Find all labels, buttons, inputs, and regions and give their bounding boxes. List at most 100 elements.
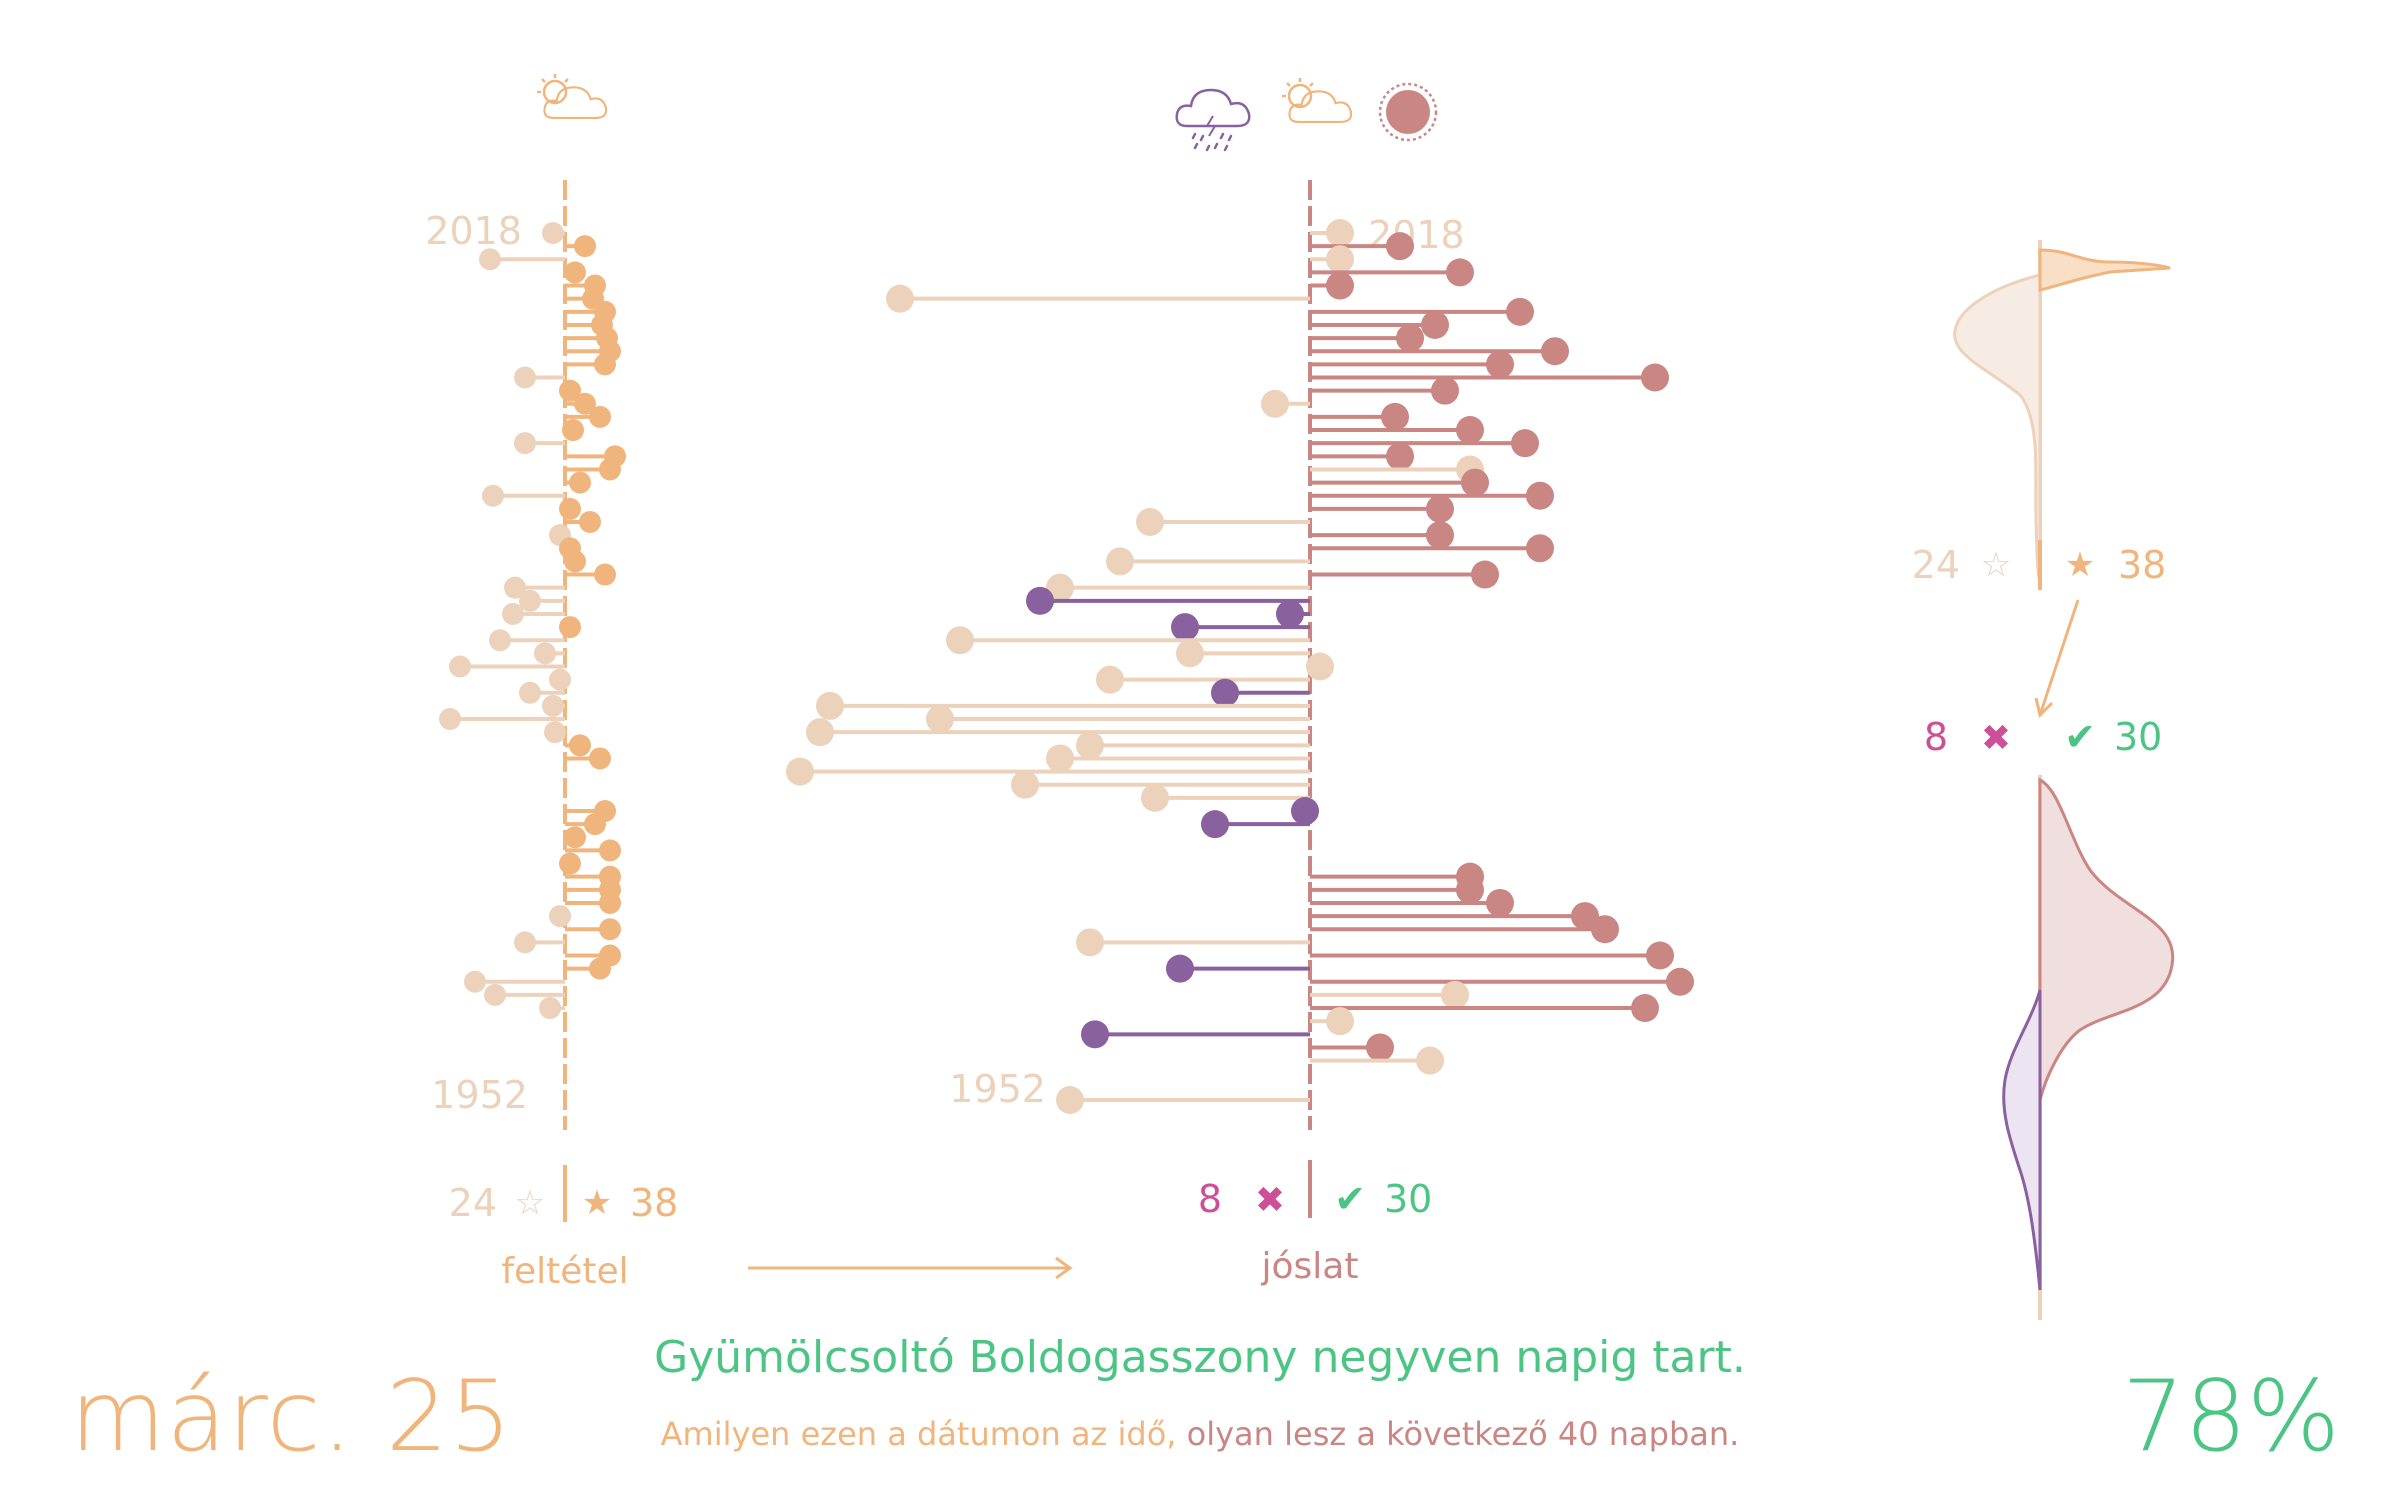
condition-year-bottom: 1952 xyxy=(431,1073,528,1117)
condition-point-1990 xyxy=(519,589,541,612)
forecast-point-2016 xyxy=(1326,245,1354,274)
explanation-part-2: olyan lesz a következő 40 napban. xyxy=(1176,1415,1740,1453)
forecast-point-1974 xyxy=(1291,797,1319,825)
forecast-point-2005 xyxy=(1261,389,1289,418)
condition-point-1988 xyxy=(559,616,581,639)
forecast-point-1957 xyxy=(1081,1020,1109,1049)
forecast-bad-density xyxy=(2002,989,2042,1291)
summary-cond-good: 38 xyxy=(2118,543,2166,587)
forecast-point-1993 xyxy=(1106,547,1134,576)
condition-point-1960 xyxy=(484,983,506,1006)
condition-point-1978 xyxy=(589,747,611,770)
forecast-point-2013 xyxy=(886,284,914,313)
condition-point-1980 xyxy=(544,721,566,744)
forecast-point-2002 xyxy=(1511,429,1539,458)
forecast-point-1998 xyxy=(1526,481,1554,510)
forecast-point-1987 xyxy=(946,626,974,655)
condition-count-good: 38 xyxy=(630,1181,678,1225)
condition-point-1987 xyxy=(489,629,511,652)
forecast-point-1989 xyxy=(1276,599,1304,628)
forecast-point-1984 xyxy=(1096,665,1124,694)
condition-point-1996 xyxy=(579,511,601,533)
forecast-point-2009 xyxy=(1541,337,1569,366)
forecast-point-1976 xyxy=(1011,770,1039,799)
forecast-point-1995 xyxy=(1426,521,1454,550)
condition-point-2015 xyxy=(564,261,586,284)
condition-point-1971 xyxy=(599,839,621,862)
condition-point-2004 xyxy=(589,405,611,428)
check-icon: ✔ xyxy=(2064,715,2096,759)
condition-point-1986 xyxy=(534,642,556,665)
condition-point-1966 xyxy=(549,905,571,928)
accuracy-percentage: 78% xyxy=(2122,1360,2340,1474)
forecast-point-2012 xyxy=(1506,297,1534,326)
forecast-point-2011 xyxy=(1421,310,1449,339)
forecast-point-1985 xyxy=(1306,652,1334,681)
forecast-panel: 2018 1952 8 ✖ ✔ 30 jóslat xyxy=(786,180,1694,1287)
summary-cond-bad: 24 xyxy=(1912,543,1960,587)
condition-point-1965 xyxy=(599,918,621,941)
summary-panel: 24 ☆ ★ 38 8 ✖ ✔ 30 xyxy=(1912,240,2175,1320)
forecast-point-1955 xyxy=(1416,1046,1444,1075)
condition-point-1985 xyxy=(449,655,471,678)
cross-icon: ✖ xyxy=(1981,718,2011,759)
forecast-point-1994 xyxy=(1526,534,1554,563)
forecast-point-2001 xyxy=(1386,442,1414,471)
forecast-point-1962 xyxy=(1166,954,1194,983)
forecast-point-1991 xyxy=(1046,573,1074,602)
forecast-good-density xyxy=(2038,777,2175,1101)
forecast-point-1963 xyxy=(1646,941,1674,970)
condition-point-2016 xyxy=(479,248,501,271)
condition-label: feltétel xyxy=(501,1251,628,1292)
forecast-point-1975 xyxy=(1141,783,1169,812)
condition-point-1959 xyxy=(539,997,561,1020)
forecast-point-1996 xyxy=(1136,508,1164,536)
summary-arrow xyxy=(2034,599,2080,718)
forecast-point-1980 xyxy=(806,718,834,747)
condition-year-top: 2018 xyxy=(425,209,522,253)
condition-point-1964 xyxy=(514,931,536,954)
condition-point-2005 xyxy=(574,392,596,415)
forecast-point-1990 xyxy=(1026,586,1054,615)
weather-saying: Gyümölcsoltó Boldogasszony negyven napig… xyxy=(654,1332,1746,1383)
condition-point-1983 xyxy=(519,681,541,704)
forecast-point-1956 xyxy=(1366,1033,1394,1062)
condition-bad-density xyxy=(1953,273,2042,582)
forecast-point-2014 xyxy=(1326,271,1354,300)
condition-point-1973 xyxy=(584,813,606,836)
condition-point-1961 xyxy=(464,970,486,993)
forecast-point-1983 xyxy=(1211,678,1239,707)
condition-point-1967 xyxy=(599,891,621,914)
forecast-point-2007 xyxy=(1641,363,1669,392)
forecast-year-top: 2018 xyxy=(1368,213,1465,257)
condition-point-1999 xyxy=(569,471,591,494)
forecast-point-2008 xyxy=(1486,350,1514,379)
condition-panel: 2018 1952 24 ☆ ★ 38 feltétel xyxy=(425,180,1073,1292)
forecast-point-2010 xyxy=(1396,324,1424,353)
forecast-point-1958 xyxy=(1326,1007,1354,1036)
forecast-point-1977 xyxy=(786,757,814,786)
forecast-point-2018 xyxy=(1326,219,1354,247)
forecast-point-1966 xyxy=(1571,902,1599,931)
forecast-point-1952 xyxy=(1056,1086,1084,1114)
forecast-point-1986 xyxy=(1176,639,1204,668)
summary-wrong: 8 xyxy=(1924,715,1948,759)
forecast-point-1992 xyxy=(1471,560,1499,589)
empty-star-icon: ☆ xyxy=(1981,545,2011,585)
partly-sunny-icon xyxy=(537,74,608,119)
rain-cloud-icon xyxy=(1175,88,1251,152)
forecast-point-1961 xyxy=(1666,967,1694,996)
condition-point-1992 xyxy=(594,563,616,586)
sun-icon xyxy=(1378,82,1438,142)
condition-point-2018 xyxy=(542,222,564,244)
forecast-point-1965 xyxy=(1591,915,1619,944)
condition-to-forecast-arrow xyxy=(748,1256,1073,1280)
condition-point-1972 xyxy=(564,826,586,849)
condition-point-2008 xyxy=(594,353,616,376)
condition-point-2003 xyxy=(562,419,584,442)
forecast-count-correct: 30 xyxy=(1384,1177,1432,1221)
forecast-point-2004 xyxy=(1381,402,1409,431)
condition-good-density xyxy=(2038,248,2171,292)
condition-point-1981 xyxy=(439,708,461,731)
condition-point-1982 xyxy=(542,694,564,717)
